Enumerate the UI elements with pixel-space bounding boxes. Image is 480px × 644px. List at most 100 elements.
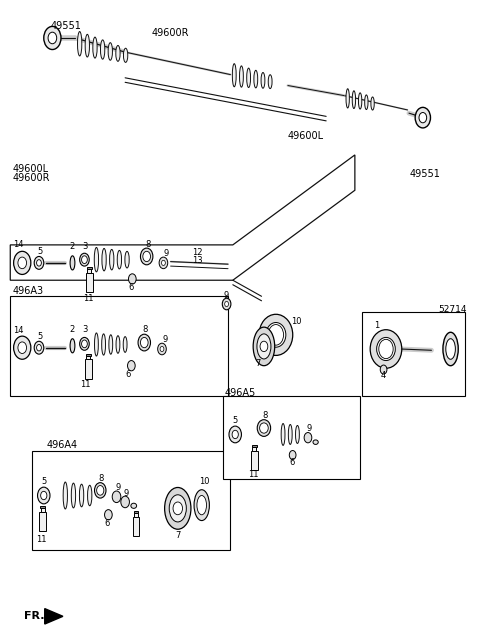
Ellipse shape — [254, 70, 258, 88]
Ellipse shape — [266, 323, 286, 347]
Text: 8: 8 — [262, 411, 267, 420]
Ellipse shape — [143, 251, 151, 261]
Text: 49551: 49551 — [51, 21, 82, 32]
Text: 9: 9 — [224, 290, 229, 299]
Ellipse shape — [108, 43, 112, 61]
Text: 6: 6 — [289, 459, 294, 468]
Ellipse shape — [70, 339, 75, 353]
Circle shape — [44, 26, 61, 50]
Circle shape — [18, 342, 26, 354]
Ellipse shape — [257, 334, 271, 359]
Bar — [85, 359, 92, 379]
Text: 5: 5 — [37, 332, 43, 341]
Text: 49600L: 49600L — [12, 164, 49, 174]
Text: 14: 14 — [13, 326, 24, 335]
Text: 2: 2 — [70, 242, 75, 251]
Ellipse shape — [131, 503, 137, 508]
Ellipse shape — [80, 253, 89, 266]
Ellipse shape — [102, 334, 106, 355]
Circle shape — [161, 260, 165, 265]
Bar — [86, 355, 90, 359]
Ellipse shape — [240, 66, 243, 87]
Ellipse shape — [82, 256, 87, 263]
Bar — [32, 451, 230, 550]
Circle shape — [157, 343, 166, 355]
Bar — [10, 296, 228, 396]
Text: 10: 10 — [199, 477, 209, 486]
Ellipse shape — [70, 256, 75, 270]
Ellipse shape — [94, 247, 98, 272]
Circle shape — [415, 108, 431, 128]
Ellipse shape — [313, 440, 318, 444]
Ellipse shape — [446, 339, 456, 359]
Bar — [252, 445, 257, 447]
Polygon shape — [10, 155, 355, 280]
Bar — [86, 272, 93, 292]
Ellipse shape — [138, 334, 151, 351]
Circle shape — [229, 426, 241, 443]
Ellipse shape — [194, 489, 209, 520]
Bar — [86, 354, 91, 355]
Ellipse shape — [359, 93, 362, 109]
Circle shape — [105, 509, 112, 520]
Circle shape — [304, 433, 312, 443]
Ellipse shape — [95, 482, 106, 498]
Ellipse shape — [63, 482, 68, 509]
Text: 49600R: 49600R — [12, 173, 50, 183]
Circle shape — [121, 496, 130, 507]
Circle shape — [37, 487, 50, 504]
Circle shape — [36, 260, 41, 266]
Circle shape — [232, 430, 239, 439]
Circle shape — [225, 301, 228, 307]
Ellipse shape — [96, 486, 104, 495]
Bar — [39, 511, 46, 531]
Circle shape — [289, 451, 296, 460]
Circle shape — [159, 257, 168, 269]
Text: 2: 2 — [70, 325, 75, 334]
Text: 11: 11 — [80, 381, 91, 390]
Text: 6: 6 — [105, 519, 110, 528]
Circle shape — [222, 298, 231, 310]
Text: 49551: 49551 — [410, 169, 441, 179]
Bar — [251, 451, 258, 470]
Bar — [87, 267, 92, 269]
Text: 5: 5 — [41, 477, 47, 486]
Bar — [134, 513, 138, 516]
Circle shape — [173, 502, 182, 515]
Ellipse shape — [125, 251, 129, 268]
Ellipse shape — [123, 48, 128, 62]
Ellipse shape — [116, 336, 120, 354]
Text: 49600L: 49600L — [288, 131, 324, 140]
Ellipse shape — [87, 485, 92, 506]
Circle shape — [41, 491, 47, 500]
Ellipse shape — [377, 337, 396, 361]
Ellipse shape — [268, 75, 272, 89]
Ellipse shape — [346, 89, 349, 108]
Circle shape — [36, 345, 41, 351]
Circle shape — [48, 32, 57, 44]
Circle shape — [260, 341, 268, 352]
Text: 5: 5 — [37, 247, 43, 256]
Text: 12: 12 — [192, 248, 202, 257]
Ellipse shape — [116, 46, 120, 61]
Text: 7: 7 — [175, 531, 180, 540]
Ellipse shape — [370, 330, 402, 368]
Text: 9: 9 — [123, 489, 129, 498]
Circle shape — [128, 361, 135, 371]
Text: 8: 8 — [143, 325, 148, 334]
Ellipse shape — [197, 495, 206, 515]
Ellipse shape — [260, 423, 268, 433]
Ellipse shape — [109, 335, 113, 354]
Ellipse shape — [352, 91, 356, 109]
Text: 11: 11 — [83, 294, 94, 303]
Polygon shape — [45, 609, 63, 624]
Text: 496A5: 496A5 — [225, 388, 256, 398]
Circle shape — [18, 257, 26, 269]
Bar — [223, 396, 360, 479]
Circle shape — [380, 365, 387, 374]
Bar — [40, 506, 45, 508]
Ellipse shape — [85, 34, 89, 57]
Ellipse shape — [109, 249, 114, 270]
Ellipse shape — [80, 337, 89, 350]
Circle shape — [34, 341, 44, 354]
